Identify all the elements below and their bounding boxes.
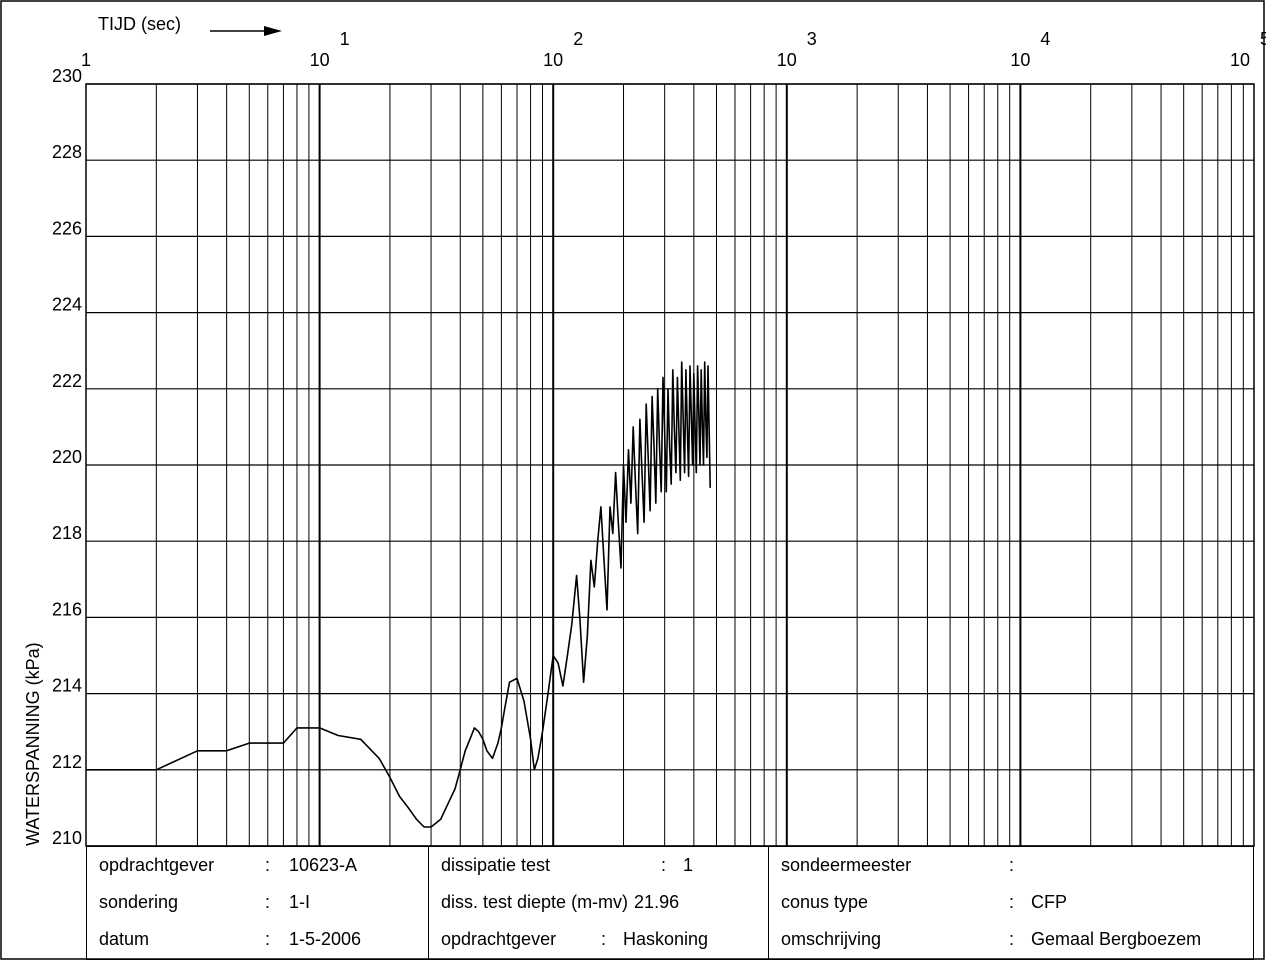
y-tick-label: 214 (52, 676, 82, 696)
info-label: opdrachtgever (99, 855, 215, 875)
info-separator: : (1009, 855, 1015, 875)
x-tick-exponent: 3 (807, 29, 817, 49)
info-separator: : (1009, 929, 1015, 949)
info-col-1: opdrachtgever : 10623-A sondering : 1-I … (86, 846, 429, 960)
y-tick-label: 218 (52, 523, 82, 543)
info-row: opdrachtgever : 10623-A (87, 847, 428, 884)
info-col-2: dissipatie test : 1 diss. test diepte (m… (428, 846, 769, 960)
info-label: datum (99, 929, 150, 949)
info-row: sondering : 1-I (87, 884, 428, 921)
info-separator: : (661, 855, 667, 875)
info-label: omschrijving (781, 929, 882, 949)
grid (86, 83, 1254, 847)
y-tick-label: 222 (52, 371, 82, 391)
x-tick-labels: 1 10 1 10 2 10 3 10 4 10 5 (81, 29, 1266, 70)
y-tick-label: 210 (52, 828, 82, 848)
info-value: 1 (683, 855, 694, 875)
info-label: opdrachtgever (441, 929, 557, 949)
y-tick-labels: 210 212 214 216 218 220 222 224 226 228 230 (52, 66, 82, 848)
x-tick-exponent: 1 (340, 29, 350, 49)
info-separator: : (601, 929, 607, 949)
x-tick-label: 10 (1230, 50, 1250, 70)
x-axis-arrow-icon (210, 26, 282, 36)
y-tick-label: 230 (52, 66, 82, 86)
y-tick-label: 216 (52, 599, 82, 619)
info-row: conus type : CFP (769, 884, 1253, 921)
x-tick-exponent: 2 (573, 29, 583, 49)
info-row: omschrijving : Gemaal Bergboezem (769, 921, 1253, 958)
x-tick-label: 10 (543, 50, 563, 70)
x-axis-label: TIJD (sec) (98, 14, 181, 34)
info-value: 21.96 (634, 892, 680, 912)
info-row: datum : 1-5-2006 (87, 921, 428, 958)
y-tick-label: 226 (52, 218, 82, 238)
x-tick-label: 10 (310, 50, 330, 70)
series-line (86, 361, 711, 828)
y-tick-label: 228 (52, 142, 82, 162)
x-tick-label: 10 (777, 50, 797, 70)
info-separator: : (265, 892, 271, 912)
y-tick-label: 220 (52, 447, 82, 467)
info-value: 1-I (289, 892, 311, 912)
y-axis-label: WATERSPANNING (kPa) (23, 642, 43, 846)
info-row: opdrachtgever : Haskoning (429, 921, 768, 958)
info-row: diss. test diepte (m-mv) 21.96 (429, 884, 768, 921)
x-tick-exponent: 4 (1040, 29, 1050, 49)
info-label: diss. test diepte (m-mv) (441, 892, 629, 912)
info-value: Gemaal Bergboezem (1031, 929, 1202, 949)
info-label: conus type (781, 892, 869, 912)
info-row: dissipatie test : 1 (429, 847, 768, 884)
x-tick-label: 10 (1010, 50, 1030, 70)
y-tick-label: 212 (52, 752, 82, 772)
info-col-3: sondeermeester : conus type : CFP omschr… (768, 846, 1254, 960)
y-tick-label: 224 (52, 295, 82, 315)
x-tick-label: 1 (81, 50, 91, 70)
info-separator: : (1009, 892, 1015, 912)
info-table: opdrachtgever : 10623-A sondering : 1-I … (86, 846, 1254, 960)
series-layer (86, 361, 711, 828)
info-value: CFP (1031, 892, 1067, 912)
info-label: dissipatie test (441, 855, 551, 875)
info-label: sondeermeester (781, 855, 912, 875)
info-separator: : (265, 929, 271, 949)
info-separator: : (265, 855, 271, 875)
info-label: sondering (99, 892, 179, 912)
x-tick-exponent: 5 (1260, 29, 1266, 49)
info-value: 10623-A (289, 855, 358, 875)
info-value: 1-5-2006 (289, 929, 362, 949)
info-row: sondeermeester : (769, 847, 1253, 884)
info-value: Haskoning (623, 929, 709, 949)
